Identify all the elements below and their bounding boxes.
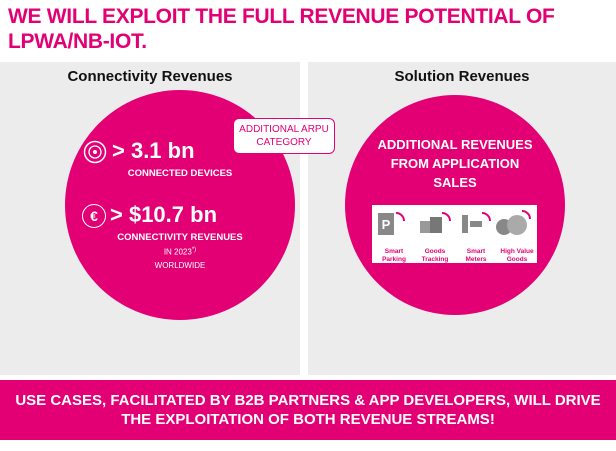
app-label: Goods Tracking (421, 248, 449, 263)
signal-icon (83, 140, 107, 164)
app-label: Smart Meters (465, 248, 487, 263)
badge: ADDITIONAL ARPU CATEGORY (233, 118, 335, 154)
right-text: ADDITIONAL REVENUES FROM APPLICATION SAL… (377, 137, 533, 190)
stat2-year-line: IN 2023*) (80, 247, 280, 257)
stat1-label: CONNECTED DEVICES (127, 168, 233, 179)
stat2-note: *) (191, 247, 197, 253)
svg-text:P: P (382, 217, 391, 232)
stat1-value: > 3.1 bn (112, 138, 195, 163)
right-heading: Solution Revenues (394, 68, 530, 85)
left-heading: Connectivity Revenues (67, 68, 233, 85)
stat2-label: CONNECTIVITY REVENUES (117, 232, 243, 243)
title: WE WILL EXPLOIT THE FULL REVENUE POTENTI… (8, 5, 555, 53)
stat2-value: > $10.7 bn (110, 202, 218, 227)
app-label: Smart Parking (382, 248, 406, 263)
stat2-year: IN 2023 (163, 247, 192, 257)
footer: USE CASES, FACILITATED BY B2B PARTNERS &… (0, 380, 616, 440)
currency-icon: € (82, 204, 106, 228)
app-label: High Value Goods Tracking (500, 248, 534, 271)
app-icons: P (378, 210, 531, 235)
stat2-region: WORLDWIDE (154, 261, 206, 270)
